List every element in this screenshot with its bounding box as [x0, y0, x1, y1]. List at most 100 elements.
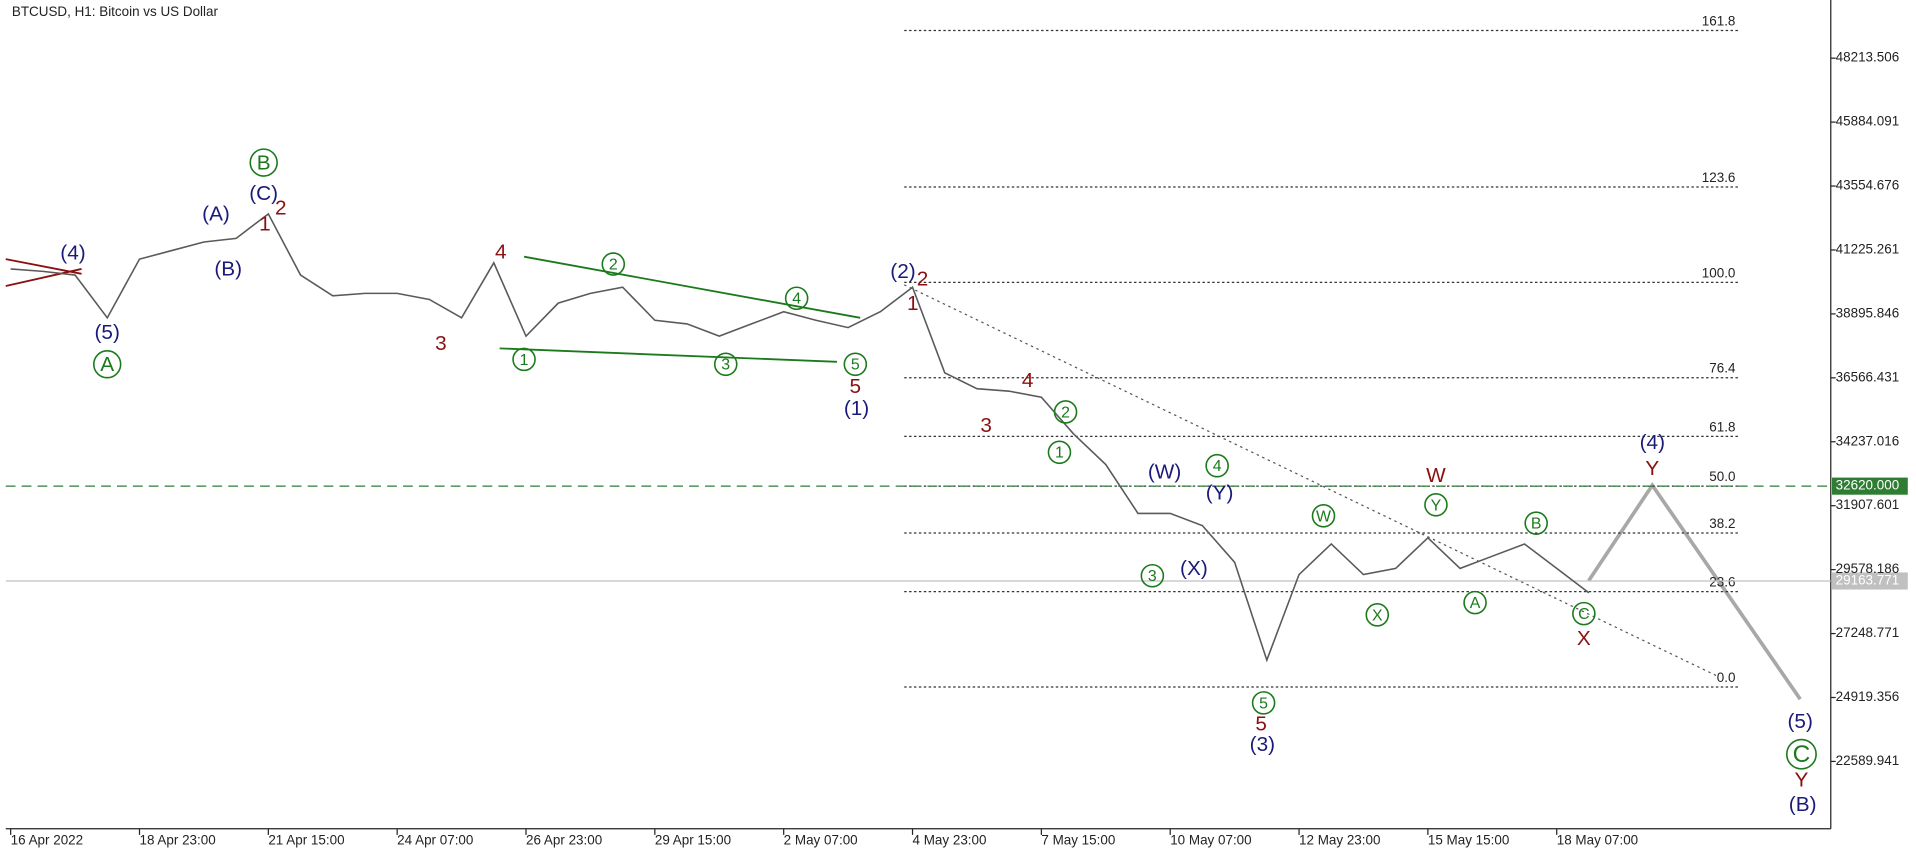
wave-circle — [1463, 590, 1487, 615]
wave-label: Y — [1431, 497, 1442, 514]
wave-label: 3 — [980, 414, 992, 437]
y-tick-label: 45884.091 — [1836, 114, 1900, 129]
wave-label: B — [1531, 516, 1542, 533]
y-tick-label: 27248.771 — [1836, 625, 1900, 640]
price-tag — [1832, 477, 1908, 495]
wave-circle — [1047, 440, 1072, 465]
wave-label: 2 — [275, 197, 287, 220]
y-tick-label: 29578.186 — [1836, 561, 1900, 576]
wave-circle — [92, 350, 122, 379]
fib-label: 100.0 — [1702, 265, 1736, 280]
wave-label: (5) — [95, 321, 120, 344]
wave-label: Y — [1795, 769, 1809, 792]
wave-label: 5 — [851, 357, 860, 374]
x-tick-label: 2 May 07:00 — [784, 833, 858, 848]
y-tick-label: 22589.941 — [1836, 753, 1900, 768]
wave-label: (4) — [1640, 431, 1665, 454]
wave-label: W — [1316, 508, 1331, 525]
wave-circle — [1365, 603, 1390, 627]
wave-label: 4 — [1022, 369, 1034, 392]
wave-label: (2) — [890, 260, 915, 283]
wave-label: (4) — [60, 242, 85, 265]
wave-circle — [249, 148, 278, 177]
wave-circle — [1424, 493, 1448, 517]
wave-circle — [1140, 563, 1165, 588]
y-tick-label: 31907.601 — [1836, 497, 1900, 512]
wave-label: Y — [1645, 457, 1659, 480]
trend-line — [523, 255, 861, 319]
wave-label: 5 — [1255, 712, 1267, 735]
wave-label: (Y) — [1206, 481, 1234, 504]
wave-circle — [601, 252, 626, 276]
wave-label: (C) — [249, 182, 278, 205]
wave-label: X — [1577, 627, 1591, 650]
wave-label: (W) — [1148, 461, 1181, 484]
y-tick-label: 48213.506 — [1836, 50, 1900, 65]
x-tick-label: 21 Apr 15:00 — [268, 833, 344, 848]
projection-path — [1587, 482, 1802, 701]
wave-label: 5 — [1259, 695, 1268, 712]
wave-circle — [843, 352, 868, 377]
wave-label: W — [1426, 464, 1446, 487]
x-tick-label: 4 May 23:00 — [913, 833, 987, 848]
wave-label: 3 — [721, 357, 730, 374]
fib-label: 0.0 — [1717, 670, 1736, 685]
x-tick-label: 29 Apr 15:00 — [655, 833, 731, 848]
wave-circle — [1311, 504, 1336, 528]
wave-label: (X) — [1180, 557, 1208, 580]
x-tick-label: 26 Apr 23:00 — [526, 833, 602, 848]
wave-label: 2 — [1061, 404, 1070, 421]
x-tick-label: 24 Apr 07:00 — [397, 833, 473, 848]
price-tag-label: 29163.771 — [1836, 573, 1900, 588]
wave-label: 4 — [792, 291, 801, 308]
wave-label: (1) — [844, 397, 869, 420]
wave-label: (3) — [1250, 733, 1275, 756]
x-tick-label: 10 May 07:00 — [1170, 833, 1251, 848]
wave-circle — [713, 352, 738, 377]
fib-label: 76.4 — [1709, 361, 1736, 376]
wave-label: (B) — [1789, 793, 1817, 816]
wave-label: 2 — [917, 267, 929, 290]
wave-circle — [1053, 400, 1078, 424]
x-tick-label: 16 Apr 2022 — [11, 833, 83, 848]
price-tag-label: 32620.000 — [1836, 478, 1900, 493]
y-tick-label: 24919.356 — [1836, 689, 1900, 704]
wave-label: 3 — [435, 332, 447, 355]
wave-label: C — [1793, 741, 1811, 768]
wave-label: C — [1578, 606, 1589, 623]
wave-circle — [1205, 453, 1229, 478]
y-tick-label: 38895.846 — [1836, 305, 1900, 320]
wave-label: 4 — [1213, 458, 1222, 475]
x-tick-label: 18 May 07:00 — [1557, 833, 1638, 848]
y-tick-label: 34237.016 — [1836, 433, 1900, 448]
fib-label: 38.2 — [1709, 516, 1735, 531]
x-tick-label: 18 Apr 23:00 — [139, 833, 215, 848]
wave-label: 5 — [850, 375, 862, 398]
y-tick-label: 41225.261 — [1836, 242, 1900, 257]
chart-title: BTCUSD, H1: Bitcoin vs US Dollar — [12, 4, 219, 19]
background — [5, 0, 1911, 852]
wave-label: 2 — [609, 256, 618, 273]
wave-circle — [1251, 691, 1276, 715]
wave-label: (B) — [214, 258, 242, 281]
wave-circle — [1785, 738, 1817, 770]
x-tick-label: 12 May 23:00 — [1299, 833, 1380, 848]
trend-line — [499, 347, 838, 363]
wave-label: (A) — [202, 203, 230, 226]
x-tick-label: 15 May 15:00 — [1428, 833, 1509, 848]
wave-circle — [1572, 601, 1596, 626]
price-line-series — [10, 212, 1590, 663]
wave-label: B — [257, 151, 271, 174]
y-tick-label: 43554.676 — [1836, 178, 1900, 193]
wave-label: A — [100, 353, 114, 376]
wave-circle — [784, 286, 809, 311]
fib-label: 50.0 — [1709, 469, 1735, 484]
wave-label: 1 — [259, 212, 271, 235]
x-tick-label: 7 May 15:00 — [1041, 833, 1115, 848]
fib-label: 61.8 — [1709, 419, 1735, 434]
wave-circle — [512, 347, 536, 372]
wave-label: 3 — [1148, 568, 1157, 585]
fib-label: 161.8 — [1702, 14, 1736, 29]
